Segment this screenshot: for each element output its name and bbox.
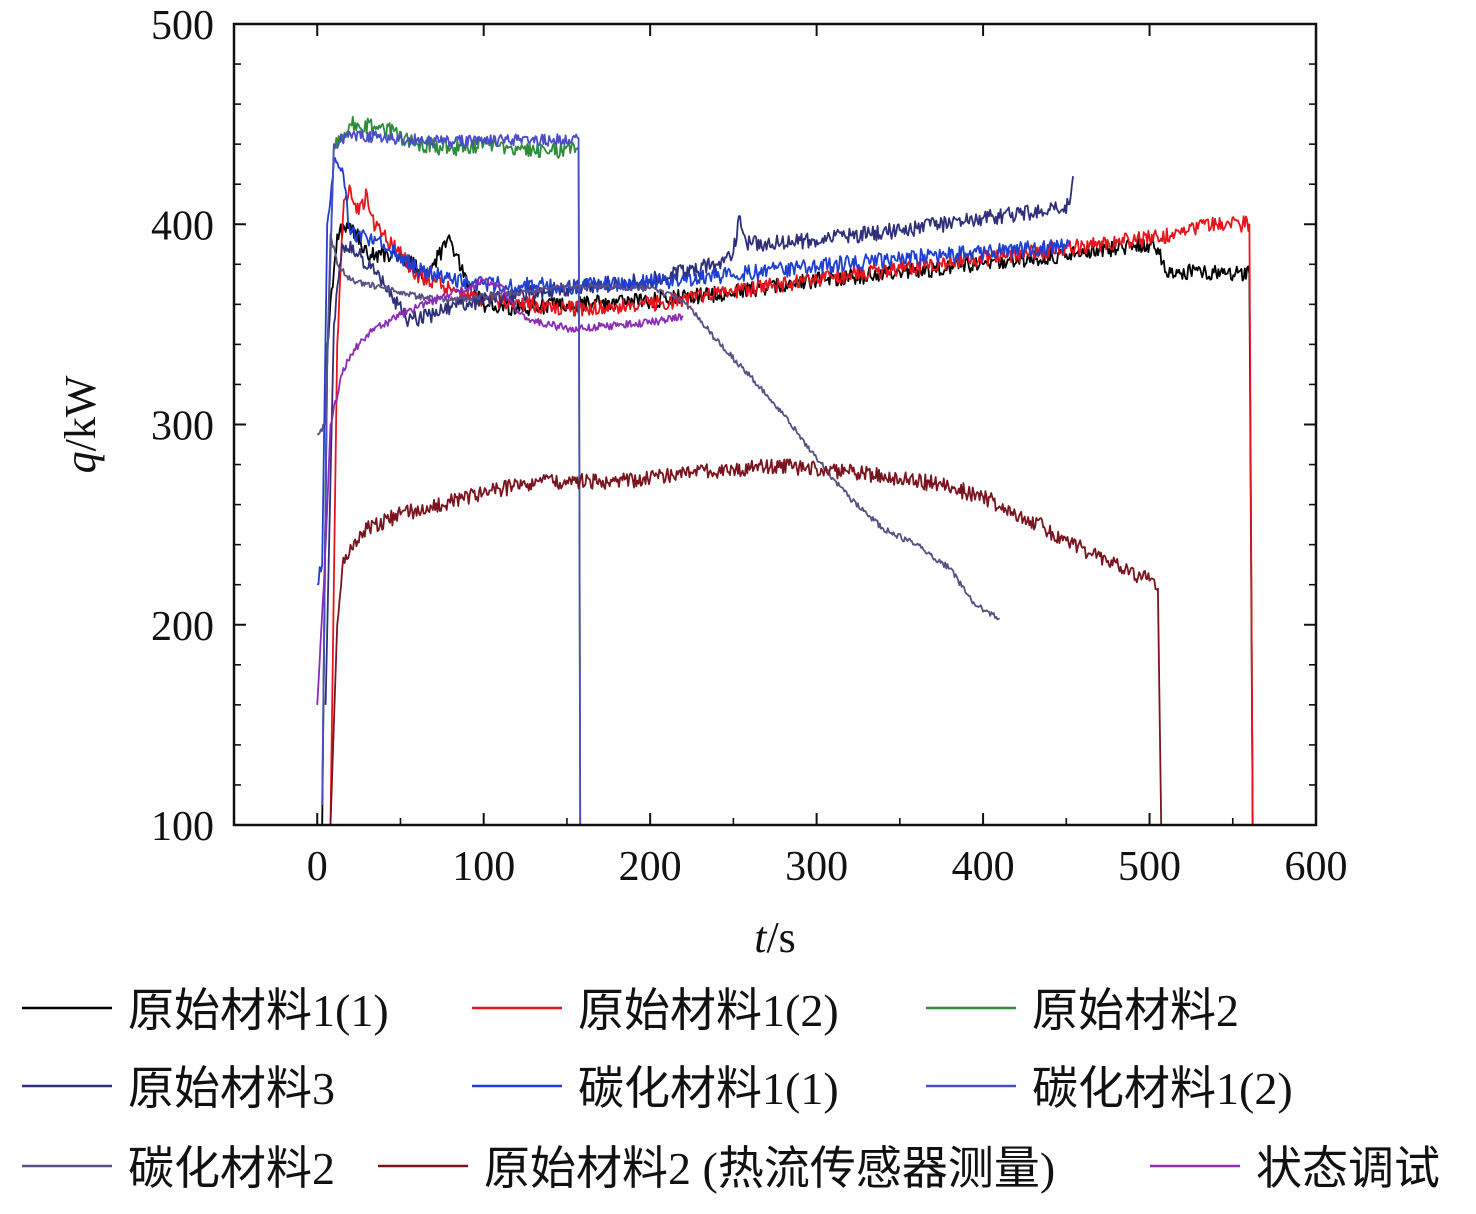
plot-series-group — [316, 115, 1254, 826]
legend-label: 碳化材料1(1) — [578, 1063, 839, 1114]
legend-label: 状态调试 — [1256, 1143, 1440, 1194]
legend-label: 原始材料2 — [1032, 985, 1239, 1036]
y-tick-label: 100 — [151, 804, 214, 850]
legend-label: 原始材料2 (热流传感器测量) — [484, 1143, 1055, 1194]
y-tick-label: 400 — [151, 203, 214, 249]
legend-label: 原始材料1(1) — [128, 985, 389, 1036]
series-line — [316, 277, 684, 705]
y-axis-title: q/kW — [56, 375, 105, 473]
x-tick-label: 400 — [952, 844, 1015, 890]
legend-label: 原始材料3 — [128, 1063, 335, 1114]
legend-label: 碳化材料2 — [128, 1143, 335, 1194]
y-tick-label: 200 — [151, 604, 214, 650]
x-axis-var: t — [754, 913, 768, 962]
x-tick-label: 300 — [785, 844, 848, 890]
x-tick-label: 0 — [307, 844, 328, 890]
axis-ticks-group — [233, 23, 1317, 826]
y-tick-label: 300 — [151, 404, 214, 450]
x-axis-unit: /s — [766, 913, 795, 962]
series-line — [329, 458, 1163, 826]
series-line — [321, 222, 1254, 826]
x-tick-label: 500 — [1118, 844, 1181, 890]
series-line — [316, 233, 1000, 621]
y-tick-label: 500 — [151, 3, 214, 49]
series-line — [321, 128, 582, 826]
chart-legend: 原始材料1(1) 原始材料1(2) 原始材料2 原始材料3 碳化材料1(1) 碳化材料1(… — [22, 985, 1440, 1194]
x-axis-title: t/s — [754, 913, 796, 962]
series-line — [321, 115, 582, 826]
y-axis-var: q — [56, 451, 105, 473]
x-tick-label: 200 — [619, 844, 682, 890]
y-axis-unit: /kW — [56, 375, 105, 451]
series-line — [316, 157, 1071, 586]
x-tick-label: 600 — [1285, 844, 1348, 890]
x-tick-label: 100 — [452, 844, 515, 890]
legend-label: 原始材料1(2) — [578, 985, 839, 1036]
tick-labels-group: 0 100 200 300 400 500 600 100 200 300 400 500 — [151, 3, 1348, 890]
legend-label: 碳化材料1(2) — [1032, 1063, 1293, 1114]
